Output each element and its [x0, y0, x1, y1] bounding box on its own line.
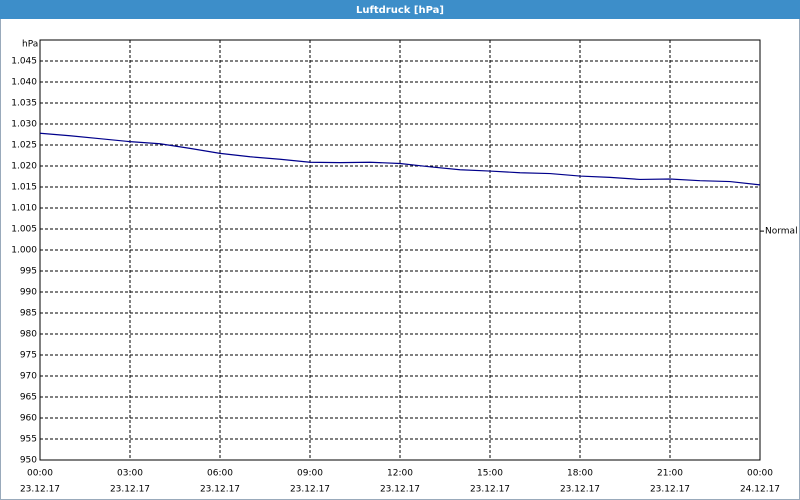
y-tick-label: 995 — [20, 267, 37, 277]
y-axis-label: hPa — [22, 40, 38, 50]
x-tick-label: 12:00 — [387, 469, 413, 479]
y-tick-label: 960 — [20, 414, 37, 424]
title-bar — [0, 0, 800, 19]
y-tick-label: 1.005 — [11, 225, 37, 235]
y-tick-label: 1.035 — [11, 99, 37, 109]
y-tick-label: 950 — [20, 456, 37, 466]
x-tick-label: 15:00 — [477, 469, 503, 479]
y-tick-label: 1.045 — [11, 57, 37, 67]
x-tick-label: 03:00 — [117, 469, 143, 479]
chart-title: Luftdruck [hPa] — [356, 5, 444, 16]
y-tick-label: 970 — [20, 372, 37, 382]
x-tick-label: 00:00 — [747, 469, 773, 479]
normal-label: Normal — [765, 227, 798, 237]
plot-frame — [39, 39, 761, 461]
y-tick-label: 1.015 — [11, 183, 37, 193]
y-tick-label: 1.040 — [11, 78, 37, 88]
y-tick-label: 965 — [20, 393, 37, 403]
y-tick-label: 1.030 — [11, 120, 37, 130]
y-tick-label: 955 — [20, 435, 37, 445]
x-tick-date: 23.12.17 — [560, 485, 600, 495]
y-tick-label: 1.000 — [11, 246, 37, 256]
x-tick-date: 23.12.17 — [290, 485, 330, 495]
y-tick-label: 1.020 — [11, 162, 37, 172]
x-tick-label: 09:00 — [297, 469, 323, 479]
y-tick-label: 975 — [20, 351, 37, 361]
y-tick-label: 980 — [20, 330, 37, 340]
x-tick-label: 06:00 — [207, 469, 233, 479]
y-tick-label: 985 — [20, 309, 37, 319]
x-tick-label: 00:00 — [27, 469, 53, 479]
y-tick-label: 1.010 — [11, 204, 37, 214]
x-tick-date: 23.12.17 — [200, 485, 240, 495]
x-tick-date: 23.12.17 — [380, 485, 420, 495]
x-tick-label: 21:00 — [657, 469, 683, 479]
y-tick-label: 990 — [20, 288, 37, 298]
x-tick-date: 24.12.17 — [740, 485, 780, 495]
x-tick-date: 23.12.17 — [470, 485, 510, 495]
pressure-line — [39, 132, 761, 186]
x-tick-date: 23.12.17 — [650, 485, 690, 495]
x-tick-date: 23.12.17 — [110, 485, 150, 495]
x-tick-label: 18:00 — [567, 469, 593, 479]
x-tick-date: 23.12.17 — [20, 485, 60, 495]
y-tick-label: 1.025 — [11, 141, 37, 151]
